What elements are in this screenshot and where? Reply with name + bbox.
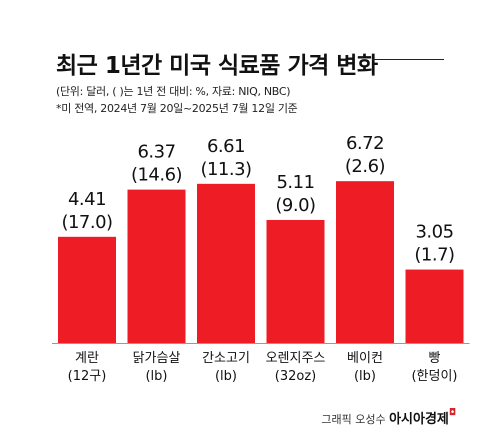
category-label-5: 빵 [429, 351, 441, 366]
bar-0 [58, 236, 116, 343]
value-label-1: 6.37 [137, 142, 175, 163]
bar-5 [405, 269, 464, 343]
logo-mark-icon: ◘ [448, 408, 456, 418]
graphic-credit: 그래픽 오성수 [321, 413, 386, 426]
category-unit-1: (lb) [145, 369, 167, 384]
category-label-2: 간소고기 [202, 351, 250, 366]
bar-2 [197, 183, 255, 343]
chart-title: 최근 1년간 미국 식료품 가격 변화 [56, 53, 378, 79]
value-label-3: 5.11 [276, 172, 314, 193]
credit-line: 그래픽 오성수 아시아경제◘ [321, 408, 456, 427]
publisher-logo: 아시아경제 [389, 412, 449, 427]
category-unit-4: (lb) [354, 369, 376, 384]
value-label-4: 6.72 [346, 133, 384, 154]
category-label-4: 베이컨 [347, 351, 383, 366]
bar-4 [336, 181, 394, 343]
change-label-5: (1.7) [414, 245, 454, 266]
category-unit-5: (한덩이) [411, 369, 457, 384]
category-unit-0: (12구) [68, 369, 107, 384]
category-unit-3: (32oz) [275, 369, 316, 384]
category-label-0: 계란 [75, 351, 99, 366]
value-label-5: 3.05 [415, 222, 453, 243]
change-label-1: (14.6) [131, 165, 182, 186]
period-note: *미 전역, 2024년 7월 20일~2025년 7월 12일 기준 [56, 102, 298, 115]
change-label-3: (9.0) [275, 195, 315, 216]
change-label-4: (2.6) [345, 156, 385, 177]
category-label-3: 오렌지주스 [266, 351, 326, 366]
value-label-0: 4.41 [68, 189, 106, 210]
category-label-1: 닭가슴살 [133, 351, 181, 366]
category-unit-2: (lb) [215, 369, 237, 384]
change-label-2: (11.3) [200, 159, 251, 180]
unit-note: (단위: 달러, ( )는 1년 전 대비: %, 자료: NIQ, NBC) [56, 85, 291, 98]
bar-3 [266, 219, 325, 343]
value-label-2: 6.61 [207, 136, 245, 157]
change-label-0: (17.0) [61, 212, 112, 233]
title-rule [372, 59, 444, 60]
bar-1 [127, 189, 186, 343]
